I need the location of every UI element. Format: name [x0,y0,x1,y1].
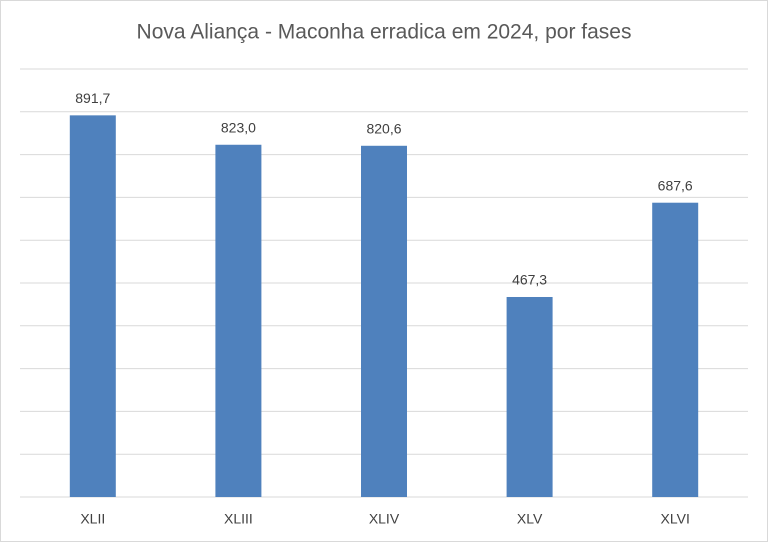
data-label: 820,6 [366,120,401,136]
bar [506,296,553,497]
x-tick-label: XLII [80,511,105,527]
x-tick-label: XLVI [661,511,690,527]
bar [361,145,407,497]
x-tick-label: XLIV [369,511,400,527]
data-label: 823,0 [221,119,256,135]
chart-title: Nova Aliança - Maconha erradica em 2024,… [137,21,632,44]
data-label: 467,3 [512,272,547,288]
bar [69,115,116,497]
data-label: 687,6 [658,177,693,193]
bar [652,202,699,497]
bar [215,144,262,498]
x-tick-label: XLIII [224,511,253,527]
x-tick-label: XLV [517,511,543,527]
data-label: 891,7 [75,90,110,106]
